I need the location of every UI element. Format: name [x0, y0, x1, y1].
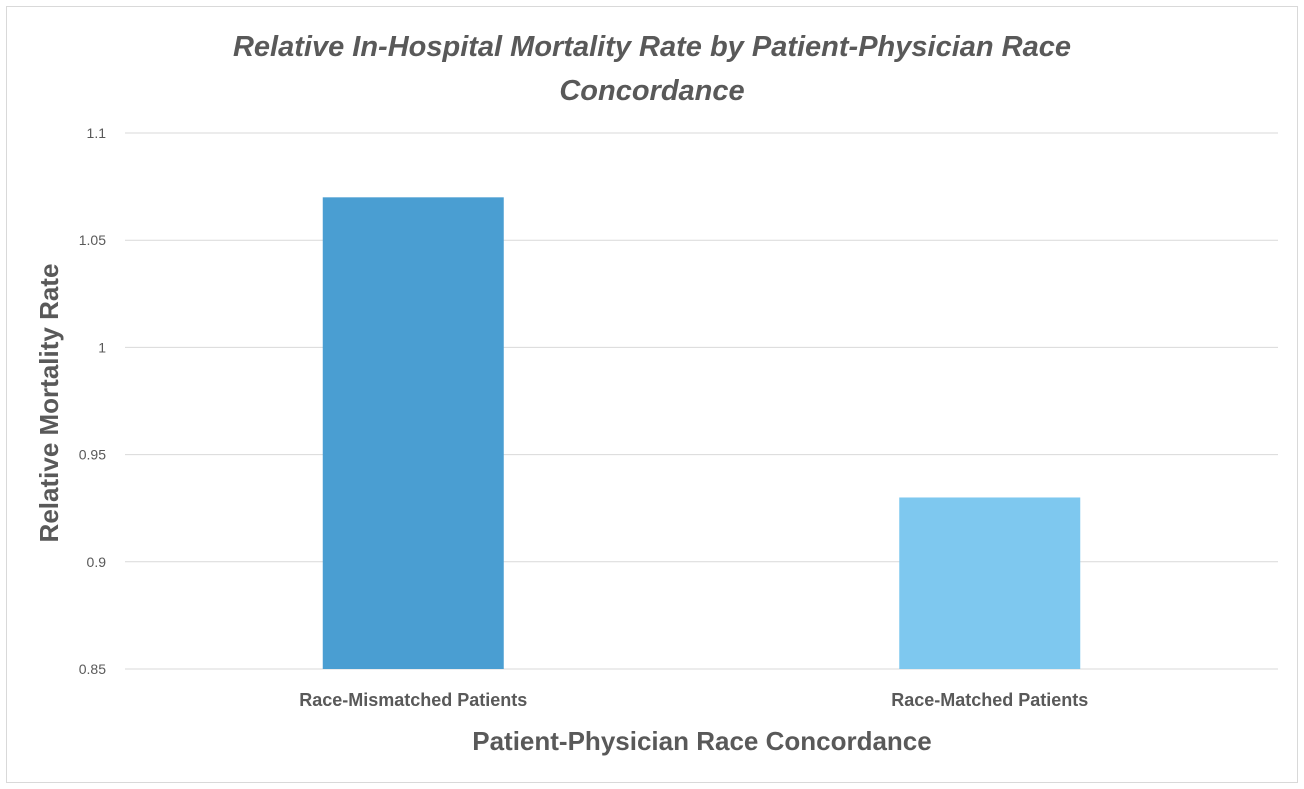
y-tick-label: 0.9	[87, 554, 107, 570]
x-axis-title: Patient-Physician Race Concordance	[472, 726, 931, 756]
y-axis-ticks: 0.85 0.9 0.95 1 1.05 1.1	[79, 125, 106, 677]
y-tick-label: 0.95	[79, 447, 106, 463]
gridlines	[125, 132, 1278, 670]
y-tick-label: 1.05	[79, 232, 106, 248]
y-axis-title: Relative Mortality Rate	[34, 264, 64, 543]
x-category-label: Race-Matched Patients	[891, 690, 1088, 710]
y-tick-label: 1.1	[87, 125, 107, 141]
bars	[322, 197, 1081, 669]
chart-title-line-2: Concordance	[559, 75, 744, 107]
x-axis-categories: Race-Mismatched Patients Race-Matched Pat…	[299, 690, 1088, 710]
chart-title-line-1: Relative In-Hospital Mortality Rate by P…	[233, 31, 1071, 63]
chart-area	[6, 6, 1298, 783]
chart-title: Relative In-Hospital Mortality Rate by P…	[233, 31, 1071, 107]
y-tick-label: 1	[98, 339, 106, 355]
y-tick-label: 0.85	[79, 661, 106, 677]
bar-race-matched	[899, 497, 1081, 669]
x-category-label: Race-Mismatched Patients	[299, 690, 527, 710]
bar-race-mismatched	[322, 197, 504, 669]
